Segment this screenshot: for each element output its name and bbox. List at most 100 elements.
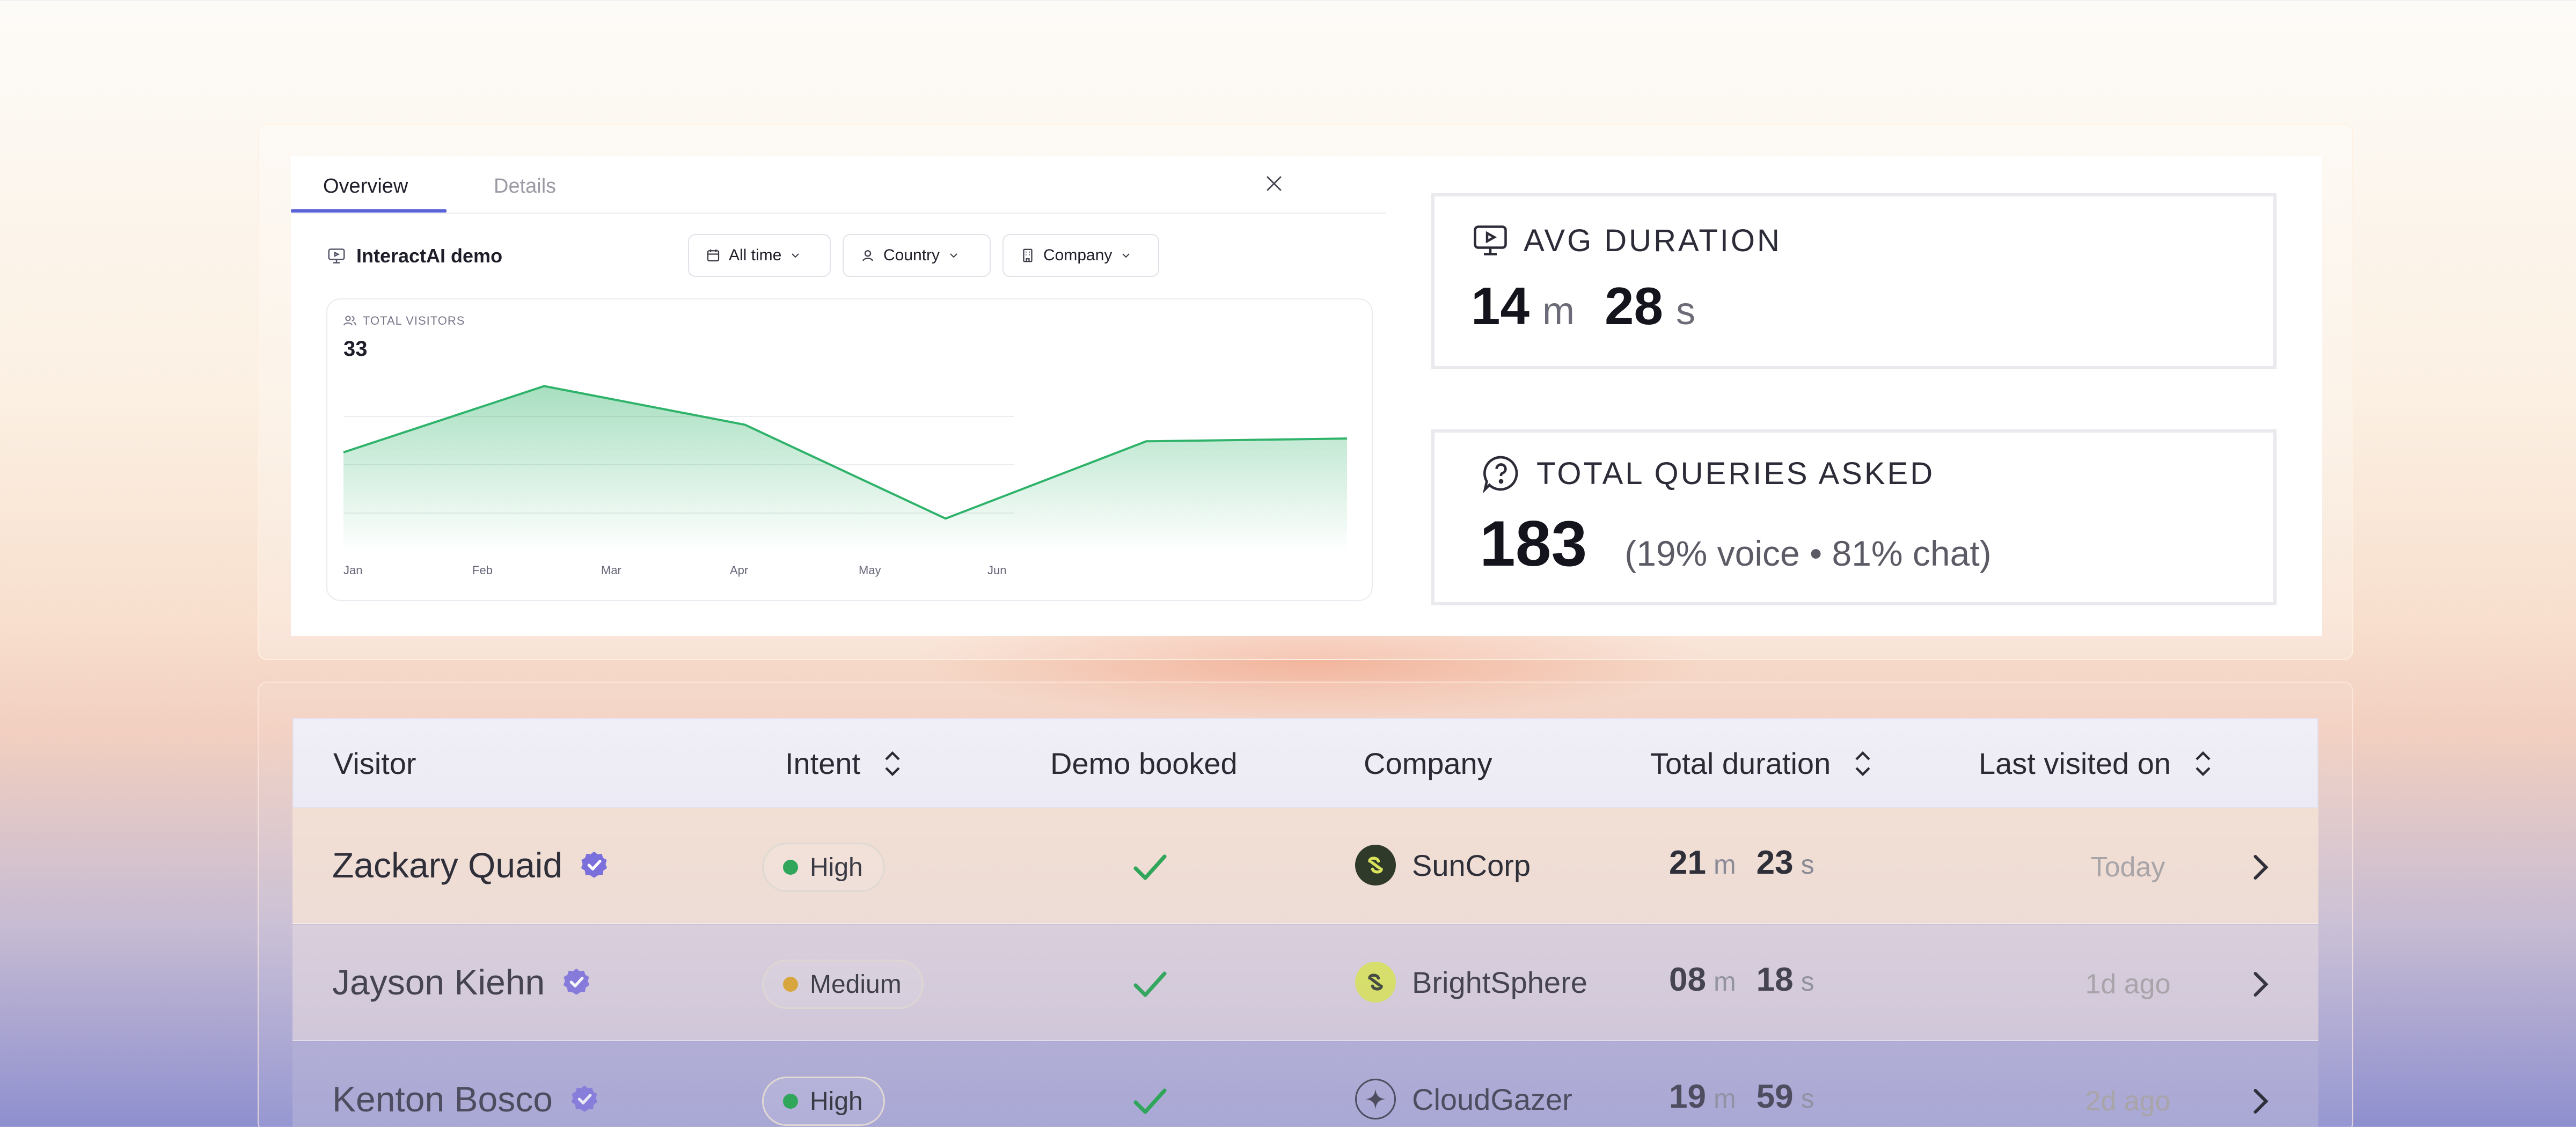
last-visited: 2d ago	[2085, 1086, 2171, 1117]
brightsphere-logo-icon	[1355, 962, 1396, 1002]
company-name: BrightSphere	[1412, 965, 1587, 999]
tab-bar: Overview Details	[291, 156, 1386, 214]
column-header-visitor-label: Visitor	[333, 747, 416, 780]
verified-badge-icon	[564, 968, 590, 995]
avg-duration-title: AVG DURATION	[1471, 221, 1782, 260]
intent-dot	[783, 1094, 798, 1109]
total-duration: 08 m 18 s	[1669, 961, 1835, 999]
chevron-down-icon	[1122, 253, 1130, 258]
total-visitors-value: 33	[343, 337, 368, 361]
column-header-last-visited[interactable]: Last visited on	[1979, 746, 2214, 781]
check-icon	[1133, 971, 1167, 997]
duration-seconds-unit: s	[1801, 1084, 1814, 1114]
company-name: CloudGazer	[1412, 1082, 1572, 1116]
monitor-play-icon	[1474, 225, 1507, 255]
visitors-chart: Jan Feb Mar Apr May Jun	[343, 385, 1348, 577]
avg-duration-title-text: AVG DURATION	[1524, 223, 1782, 258]
company-cell: CloudGazer	[1355, 1079, 1572, 1119]
chevron-right-icon[interactable]	[2246, 851, 2273, 883]
duration-minutes: 19	[1669, 1078, 1706, 1115]
table-row[interactable]: Jayson Kiehn Medium BrightSphere 08 m 18…	[292, 925, 2318, 1041]
chevron-right-icon[interactable]	[2246, 1085, 2273, 1117]
column-header-intent-label: Intent	[785, 747, 861, 780]
avg-seconds: 28	[1605, 276, 1664, 335]
company-name: SunCorp	[1412, 848, 1531, 882]
visitor-cell: Zackary Quaid	[332, 845, 610, 885]
time-filter-label: All time	[729, 246, 782, 264]
demo-title-text: InteractAI demo	[356, 245, 503, 267]
intent-badge: High	[762, 843, 885, 892]
table-row[interactable]: Kenton Bosco High CloudGazer 19 m 59 s 2…	[292, 1042, 2318, 1127]
sort-icon[interactable]	[2192, 748, 2214, 780]
visitor-name: Kenton Bosco	[332, 1079, 553, 1119]
area-fill	[343, 386, 1347, 552]
column-header-company[interactable]: Company	[1364, 746, 1492, 781]
monitor-play-icon	[328, 248, 345, 264]
visitor-cell: Kenton Bosco	[332, 1079, 600, 1119]
series-line	[343, 385, 1348, 520]
close-icon[interactable]	[1262, 172, 1286, 195]
visitor-cell: Jayson Kiehn	[332, 962, 592, 1002]
x-tick-label: May	[859, 564, 881, 577]
total-duration: 19 m 59 s	[1669, 1078, 1835, 1116]
duration-seconds-unit: s	[1801, 967, 1814, 997]
visitor-name: Zackary Quaid	[332, 845, 563, 885]
duration-seconds-unit: s	[1801, 850, 1814, 880]
overview-card: Overview Details InteractAI demo All tim…	[291, 156, 2322, 636]
column-header-visitor[interactable]: Visitor	[333, 746, 416, 781]
demo-title: InteractAI demo	[326, 245, 502, 267]
calendar-icon	[707, 249, 720, 262]
column-header-last-visited-label: Last visited on	[1979, 747, 2171, 780]
column-header-company-label: Company	[1364, 747, 1492, 780]
table-row[interactable]: Zackary Quaid High SunCorp 21 m 23 s Tod…	[292, 808, 2318, 924]
visitor-name: Jayson Kiehn	[332, 962, 545, 1002]
table-header: Visitor Intent Demo booked Company Total…	[292, 718, 2318, 808]
time-filter-dropdown[interactable]: All time	[688, 234, 831, 277]
total-visitors-label-text: TOTAL VISITORS	[363, 314, 465, 327]
avg-seconds-unit: s	[1676, 290, 1696, 333]
tab-overview[interactable]: Overview	[323, 175, 408, 197]
avg-duration-value: 14 m 28 s	[1471, 276, 1725, 336]
company-filter-label: Company	[1043, 246, 1113, 264]
verified-badge-icon	[571, 1085, 598, 1112]
company-filter-dropdown[interactable]: Company	[1002, 234, 1159, 277]
building-icon	[1023, 248, 1033, 262]
duration-minutes: 08	[1669, 961, 1706, 998]
tab-details[interactable]: Details	[494, 175, 557, 197]
duration-minutes: 21	[1669, 844, 1706, 881]
country-filter-dropdown[interactable]: Country	[843, 234, 991, 277]
queries-count: 183	[1480, 508, 1587, 580]
duration-seconds: 18	[1756, 961, 1794, 998]
sort-icon[interactable]	[1852, 748, 1874, 780]
cloudgazer-logo-icon	[1355, 1079, 1396, 1119]
duration-minutes-unit: m	[1713, 967, 1736, 997]
intent-badge: Medium	[762, 960, 924, 1009]
company-cell: SunCorp	[1355, 845, 1531, 885]
users-icon	[343, 316, 357, 326]
intent-dot	[783, 977, 798, 992]
intent-label: High	[810, 1087, 863, 1116]
last-visited: Today	[2090, 852, 2165, 883]
total-duration: 21 m 23 s	[1669, 844, 1835, 882]
column-header-demo[interactable]: Demo booked	[1050, 746, 1238, 781]
column-header-duration-label: Total duration	[1650, 747, 1831, 780]
x-tick-label: Apr	[730, 564, 748, 577]
total-queries-title: TOTAL QUERIES ASKED	[1480, 452, 1935, 495]
chevron-right-icon[interactable]	[2246, 968, 2273, 1000]
last-visited: 1d ago	[2085, 969, 2171, 1000]
active-tab-indicator	[291, 209, 447, 213]
verified-badge-icon	[581, 851, 608, 878]
chat-question-icon	[1482, 456, 1518, 494]
queries-breakdown: (19% voice • 81% chat)	[1624, 533, 1992, 573]
column-header-intent[interactable]: Intent	[785, 746, 903, 781]
column-header-duration[interactable]: Total duration	[1650, 746, 1874, 781]
sort-icon[interactable]	[882, 748, 903, 780]
intent-badge: High	[762, 1077, 885, 1126]
x-tick-label: Feb	[472, 564, 493, 577]
duration-seconds: 59	[1756, 1078, 1794, 1115]
suncorp-logo-icon	[1355, 845, 1396, 885]
total-queries-value: 183 (19% voice • 81% chat)	[1480, 507, 1992, 581]
avg-minutes: 14	[1471, 276, 1530, 335]
column-header-demo-label: Demo booked	[1050, 747, 1238, 780]
intent-label: High	[810, 853, 863, 882]
